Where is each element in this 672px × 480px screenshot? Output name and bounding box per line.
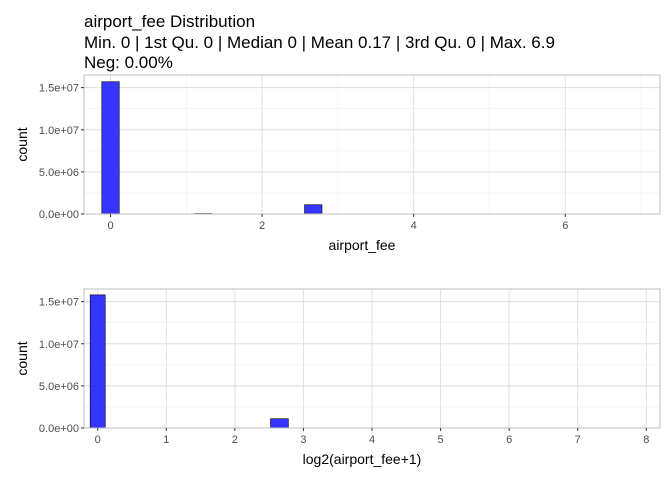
histogram-bar <box>270 418 289 429</box>
x-tick-label: 4 <box>369 434 375 446</box>
x-tick-label: 3 <box>300 434 306 446</box>
y-tick-label: 1.0e+07 <box>39 339 79 351</box>
y-tick-label: 0.0e+00 <box>39 209 79 221</box>
histogram-bar <box>101 81 120 215</box>
panel-border <box>83 74 661 215</box>
x-tick-label: 6 <box>562 220 568 232</box>
y-tick-label: 1.5e+07 <box>39 83 79 95</box>
y-tick-label: 1.0e+07 <box>39 125 79 137</box>
y-tick-label: 5.0e+06 <box>39 381 79 393</box>
x-tick-label: 6 <box>506 434 512 446</box>
chart-title: airport_fee Distribution <box>84 12 256 31</box>
y-tick-label: 0.0e+00 <box>39 423 79 435</box>
x-tick-label: 4 <box>411 220 417 232</box>
chart-summary-stats: Min. 0 | 1st Qu. 0 | Median 0 | Mean 0.1… <box>84 33 555 52</box>
x-tick-label: 7 <box>575 434 581 446</box>
x-tick-label: 8 <box>643 434 649 446</box>
x-tick-label: 2 <box>259 220 265 232</box>
histogram-bar <box>89 294 106 429</box>
histogram-panel-raw: 0.0e+00 5.0e+06 1.0e+07 1.5e+07 0 2 4 6 airport_… <box>14 74 661 253</box>
chart-negative-share: Neg: 0.00% <box>84 53 173 72</box>
x-tick-label: 0 <box>95 434 101 446</box>
y-axis-title: count <box>14 127 30 161</box>
x-tick-label: 1 <box>163 434 169 446</box>
x-tick-label: 5 <box>438 434 444 446</box>
x-tick-label: 2 <box>232 434 238 446</box>
histogram-bar <box>304 204 323 215</box>
y-tick-label: 5.0e+06 <box>39 167 79 179</box>
x-tick-label: 0 <box>107 220 113 232</box>
histogram-panel-log2: 0.0e+00 5.0e+06 1.0e+07 1.5e+07 0 1 2 3 4 5 6 7 8 log… <box>14 288 661 467</box>
x-axis-title: airport_fee <box>329 237 396 253</box>
y-axis-title: count <box>14 341 30 375</box>
x-axis-title: log2(airport_fee+1) <box>303 451 422 467</box>
y-tick-label: 1.5e+07 <box>39 297 79 309</box>
